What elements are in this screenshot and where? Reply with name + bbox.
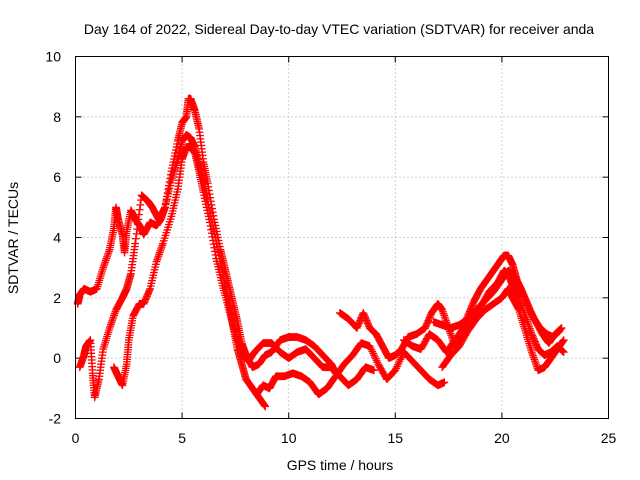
data-point <box>559 348 568 356</box>
x-tick-label: 20 <box>494 430 510 446</box>
y-axis-label: SDTVAR / TECUs <box>5 182 21 294</box>
tick-labels: 0 5 10 15 20 25 -2 0 2 4 6 8 10 <box>45 49 616 447</box>
x-axis-label: GPS time / hours <box>287 457 394 473</box>
series-arc-7 <box>438 284 568 375</box>
data-point <box>370 366 378 375</box>
y-tick-label: 6 <box>53 169 61 185</box>
series-arc-3 <box>110 143 378 390</box>
data-point <box>261 402 270 411</box>
series-arc-6 <box>399 266 568 360</box>
x-tick-label: 25 <box>601 430 617 446</box>
x-tick-label: 0 <box>72 430 80 446</box>
chart-title: Day 164 of 2022, Sidereal Day-to-day VTE… <box>84 21 594 37</box>
y-tick-label: 2 <box>53 290 61 306</box>
data-point <box>440 378 449 387</box>
y-tick-label: 10 <box>45 49 61 65</box>
x-tick-label: 15 <box>388 430 404 446</box>
y-tick-label: -2 <box>49 411 62 427</box>
y-tick-label: 8 <box>53 109 61 125</box>
y-tick-label: 0 <box>53 350 61 366</box>
x-tick-label: 5 <box>178 430 186 446</box>
x-tick-label: 10 <box>281 430 297 446</box>
series-arc-4 <box>252 339 449 399</box>
y-tick-label: 4 <box>53 230 61 246</box>
data-points <box>73 94 568 411</box>
